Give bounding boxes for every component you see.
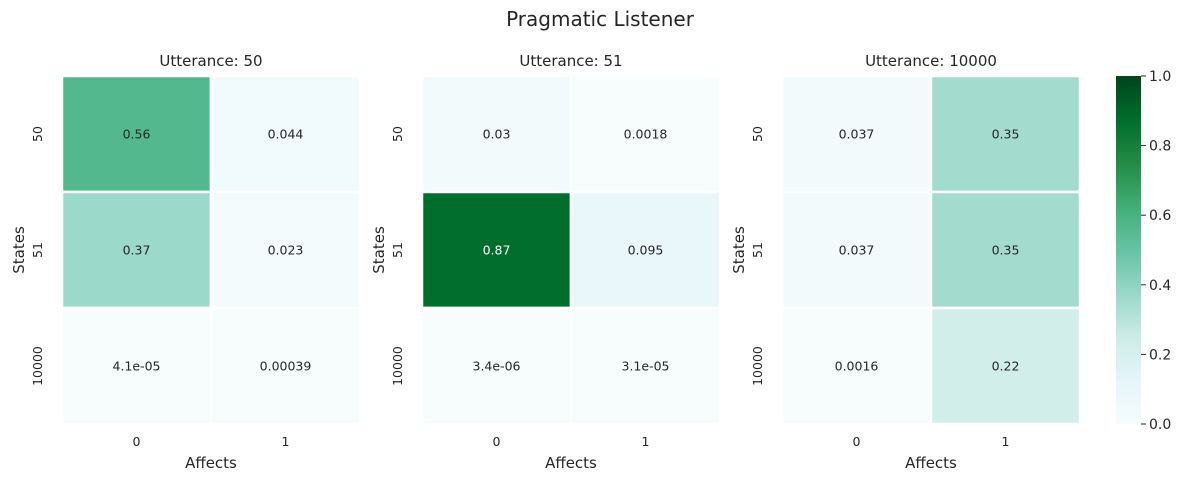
heatmap-cell — [569, 190, 722, 310]
x-tick-label: 1 — [282, 434, 290, 449]
heatmap-cell — [780, 306, 933, 426]
cell-label: 0.56 — [123, 127, 151, 142]
heatmap-panel-2: Utterance: 51 0.03 0.0018 0.87 0.095 3.4e-06 3… — [370, 52, 722, 472]
cell-label: 0.37 — [123, 243, 151, 258]
x-axis-label: Affects — [905, 454, 957, 472]
figure-title: Pragmatic Listener — [506, 7, 695, 31]
heatmap-cell — [569, 306, 722, 426]
colorbar-tick-label: 0.0 — [1149, 417, 1171, 433]
y-tick-label: 51 — [390, 242, 405, 258]
y-tick-label: 50 — [750, 126, 765, 142]
cell-label: 3.4e-06 — [473, 359, 521, 374]
cell-label: 0.044 — [268, 127, 304, 142]
x-axis-label: Affects — [185, 454, 237, 472]
y-axis-label: States — [730, 226, 748, 274]
cell-label: 0.35 — [992, 127, 1020, 142]
panel-title: Utterance: 50 — [159, 52, 262, 70]
cell-label: 0.22 — [992, 359, 1020, 374]
colorbar: 0.0 0.2 0.4 0.6 0.8 1.0 — [1116, 69, 1171, 433]
cell-label: 0.037 — [839, 127, 875, 142]
x-tick-label: 0 — [493, 434, 501, 449]
cell-label: 4.1e-05 — [113, 359, 161, 374]
cell-label: 0.095 — [628, 243, 664, 258]
y-tick-label: 10000 — [30, 346, 45, 386]
heatmap-panel-3: Utterance: 10000 0.037 0.35 0.037 0.35 0.0016… — [730, 52, 1082, 472]
cell-label: 0.03 — [483, 127, 511, 142]
colorbar-tick-label: 0.8 — [1149, 139, 1171, 155]
y-tick-label: 50 — [390, 126, 405, 142]
colorbar-tick-label: 0.6 — [1149, 208, 1171, 224]
cell-label: 0.023 — [268, 243, 304, 258]
y-tick-label: 51 — [30, 242, 45, 258]
cell-label: 0.0016 — [835, 359, 879, 374]
cell-label: 3.1e-05 — [622, 359, 670, 374]
cell-label: 0.87 — [483, 243, 511, 258]
heatmap-cell — [929, 306, 1082, 426]
x-tick-label: 0 — [853, 434, 861, 449]
y-axis-label: States — [370, 226, 388, 274]
y-tick-label: 51 — [750, 242, 765, 258]
colorbar-tick-label: 0.4 — [1149, 278, 1171, 294]
y-tick-label: 50 — [30, 126, 45, 142]
x-tick-label: 1 — [1002, 434, 1010, 449]
panel-title: Utterance: 10000 — [865, 52, 997, 70]
cell-label: 0.35 — [992, 243, 1020, 258]
colorbar-gradient — [1116, 76, 1141, 424]
cell-label: 0.0018 — [624, 127, 668, 142]
heatmap-panel-1: Utterance: 50 0.56 0.044 0.37 0.023 4.1e-05 0.… — [10, 52, 362, 472]
y-axis-label: States — [10, 226, 28, 274]
colorbar-tick-label: 1.0 — [1149, 69, 1171, 85]
heatmap-cell — [209, 190, 362, 310]
heatmap-cell — [60, 306, 213, 426]
heatmap-cell — [929, 74, 1082, 194]
cell-label: 0.037 — [839, 243, 875, 258]
heatmap-cell — [209, 74, 362, 194]
x-tick-label: 0 — [133, 434, 141, 449]
colorbar-tick-label: 0.2 — [1149, 347, 1171, 363]
y-tick-label: 10000 — [390, 346, 405, 386]
panel-title: Utterance: 51 — [519, 52, 622, 70]
heatmap-cell — [569, 74, 722, 194]
heatmap-cell — [60, 74, 213, 194]
heatmap-cell — [929, 190, 1082, 310]
cell-label: 0.00039 — [260, 359, 312, 374]
x-tick-label: 1 — [642, 434, 650, 449]
heatmap-cell — [209, 306, 362, 426]
y-tick-label: 10000 — [750, 346, 765, 386]
heatmap-cell — [60, 190, 213, 310]
x-axis-label: Affects — [545, 454, 597, 472]
